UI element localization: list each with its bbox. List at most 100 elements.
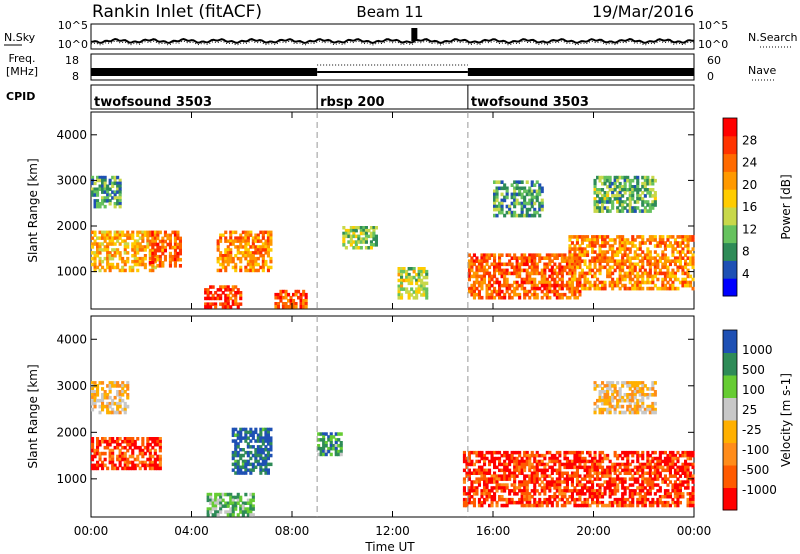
heatmap-cell <box>641 450 645 455</box>
heatmap-cell <box>606 474 610 478</box>
heatmap-cell <box>96 442 100 447</box>
heatmap-cell <box>131 442 135 447</box>
heatmap-cell <box>520 262 524 267</box>
heatmap-cell <box>550 477 554 481</box>
heatmap-cell <box>417 287 421 291</box>
heatmap-cell <box>528 274 532 279</box>
heatmap-cell <box>503 283 507 288</box>
heatmap-cell <box>671 450 675 455</box>
heatmap-cell <box>550 277 554 282</box>
heatmap-cell <box>631 393 635 397</box>
heatmap-cell <box>613 500 617 505</box>
heatmap-cell <box>671 268 675 273</box>
heatmap-cell <box>422 293 426 297</box>
heatmap-cell <box>493 492 497 496</box>
heatmap-cell <box>108 193 112 197</box>
heatmap-cell <box>493 189 497 194</box>
heatmap-cell <box>108 387 112 391</box>
heatmap-cell <box>292 292 296 297</box>
heatmap-cell <box>671 465 675 470</box>
heatmap-cell <box>485 483 489 487</box>
heatmap-cell <box>485 489 489 493</box>
heatmap-cell <box>503 477 507 481</box>
heatmap-cell <box>490 450 494 455</box>
heatmap-cell <box>578 235 582 239</box>
heatmap-cell <box>603 480 607 484</box>
heatmap-cell <box>611 477 615 481</box>
heatmap-cell <box>678 244 682 248</box>
heatmap-cell <box>628 265 632 270</box>
heatmap-cell <box>661 480 665 484</box>
heatmap-cell <box>608 407 612 412</box>
heatmap-cell <box>508 271 512 276</box>
heatmap-cell <box>244 251 248 255</box>
nave-tick-top: 60 <box>707 54 721 67</box>
heatmap-cell <box>490 503 494 508</box>
heatmap-cell <box>545 497 549 502</box>
heatmap-cell <box>477 265 481 270</box>
heatmap-cell <box>656 497 660 502</box>
heatmap-cell <box>508 286 512 291</box>
heatmap-cell <box>611 181 615 186</box>
heatmap-cell <box>241 465 245 469</box>
heatmap-cell <box>369 240 373 244</box>
heatmap-cell <box>621 203 625 207</box>
heatmap-cell <box>304 302 308 306</box>
heatmap-cell <box>324 449 328 454</box>
heatmap-cell <box>663 468 667 473</box>
heatmap-cell <box>648 404 652 409</box>
heatmap-cell <box>126 242 130 246</box>
heatmap-cell <box>209 498 213 503</box>
heatmap-cell <box>462 456 466 461</box>
heatmap-cell <box>515 186 519 191</box>
heatmap-cell <box>493 289 497 294</box>
heatmap-cell <box>686 256 690 260</box>
heatmap-cell <box>477 480 481 484</box>
heatmap-cell <box>510 289 514 294</box>
heatmap-cell <box>344 234 348 239</box>
heatmap-cell <box>513 204 517 209</box>
heatmap-cell <box>417 278 421 283</box>
heatmap-cell <box>101 439 105 444</box>
heatmap-cell <box>673 486 677 490</box>
heatmap-cell <box>224 302 228 306</box>
heatmap-cell <box>598 471 602 475</box>
heatmap-cell <box>628 477 632 481</box>
heatmap-cell <box>254 233 258 237</box>
heatmap-cell <box>236 492 240 497</box>
heatmap-cell <box>548 256 552 260</box>
heatmap-cell <box>673 471 677 475</box>
heatmap-cell <box>470 500 474 505</box>
heatmap-cell <box>673 274 677 279</box>
heatmap-cell <box>583 483 587 487</box>
heatmap-cell <box>96 466 100 471</box>
heatmap-cell <box>141 448 145 453</box>
heatmap-cell <box>543 280 547 285</box>
heatmap-cell <box>274 302 278 306</box>
heatmap-cell <box>133 248 137 252</box>
heatmap-cell <box>515 500 519 505</box>
heatmap-cell <box>176 233 180 238</box>
heatmap-cell <box>523 489 527 493</box>
colorbar-swatch <box>723 153 737 172</box>
heatmap-cell <box>467 474 471 478</box>
heatmap-cell <box>131 233 135 237</box>
heatmap-cell <box>691 286 695 291</box>
heatmap-cell <box>352 240 356 244</box>
heatmap-cell <box>573 456 577 461</box>
heatmap-cell <box>648 387 652 391</box>
heatmap-cell <box>239 471 243 475</box>
heatmap-cell <box>136 233 140 237</box>
heatmap-cell <box>540 503 544 508</box>
heatmap-cell <box>596 404 600 409</box>
heatmap-cell <box>525 497 529 502</box>
heatmap-cell <box>467 262 471 267</box>
heatmap-cell <box>653 468 657 473</box>
heatmap-cell <box>638 235 642 239</box>
heatmap-cell <box>224 259 228 264</box>
heatmap-cell <box>513 213 517 218</box>
heatmap-cell <box>244 254 248 258</box>
heatmap-cell <box>530 280 534 285</box>
heatmap-cell <box>633 200 637 204</box>
heatmap-cell <box>533 489 537 493</box>
